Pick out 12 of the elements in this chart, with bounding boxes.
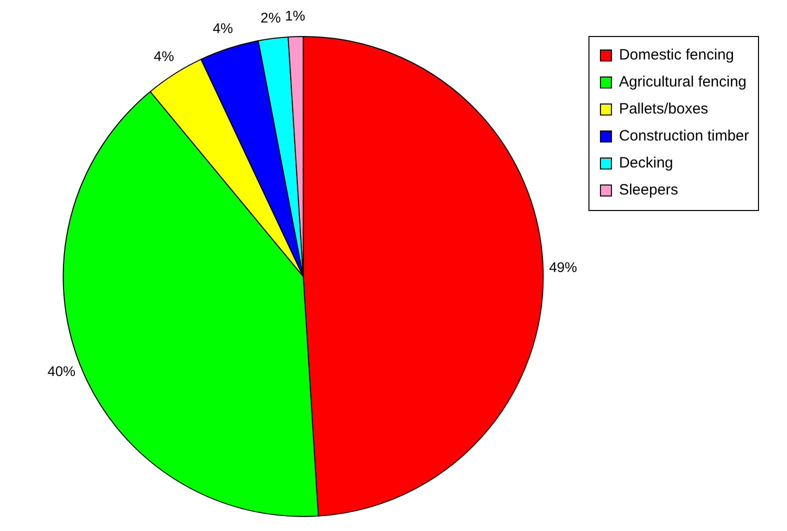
data-label: 1% <box>284 7 306 24</box>
data-label: 4% <box>212 20 233 36</box>
legend-label: Sleepers <box>618 182 678 199</box>
legend-label: Construction timber <box>618 128 750 145</box>
legend-label: Pallets/boxes <box>618 100 708 118</box>
data-label: 4% <box>154 48 174 64</box>
legend-label: Decking <box>618 154 674 172</box>
data-label: 40% <box>47 363 76 380</box>
legend-label: Domestic fencing <box>618 46 734 64</box>
data-label: 49% <box>549 259 578 276</box>
data-label: 2% <box>260 9 281 26</box>
legend-label: Agricultural fencing <box>618 74 747 91</box>
